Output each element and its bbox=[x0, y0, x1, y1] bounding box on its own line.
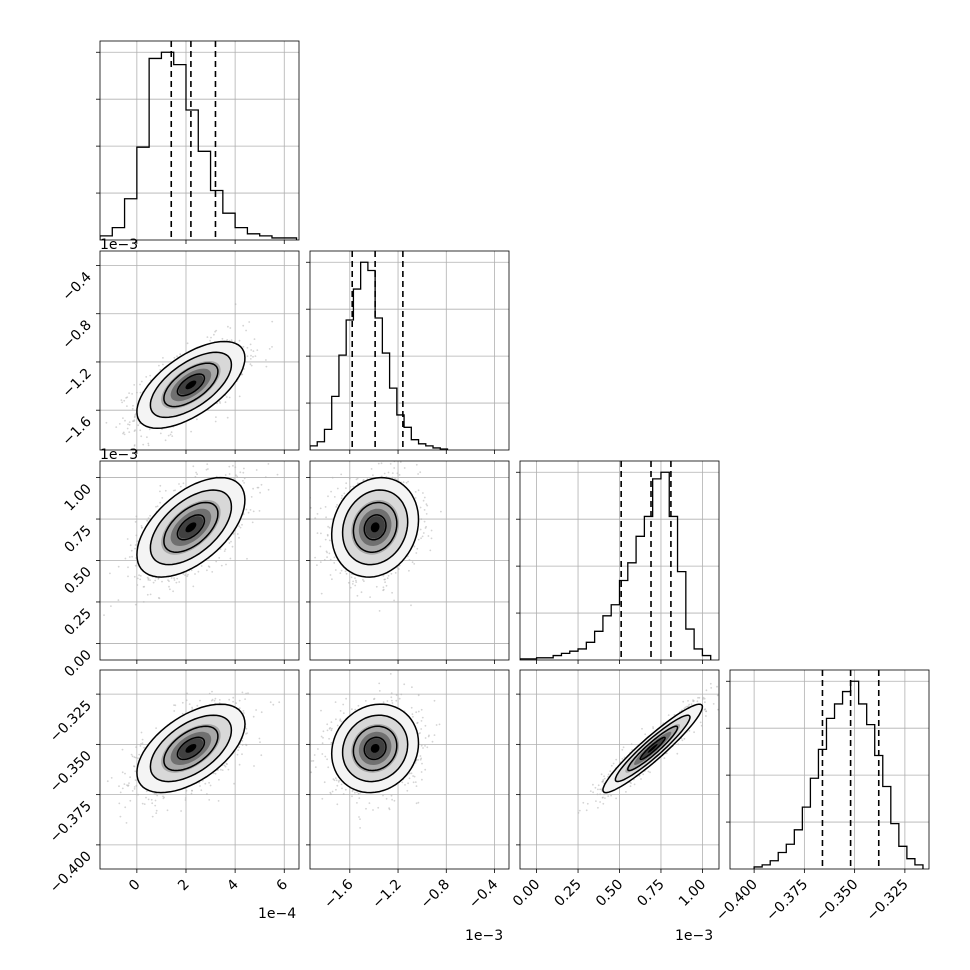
histogram-p0 bbox=[96, 40, 300, 241]
contour-line bbox=[614, 714, 691, 783]
y-tick-label-p1: −1.6 bbox=[59, 414, 94, 449]
contour-line bbox=[639, 736, 666, 761]
panel-border bbox=[729, 669, 930, 870]
contour-line bbox=[176, 514, 206, 541]
histogram-step-p0 bbox=[100, 51, 298, 240]
scatter-p0-p1: −1.6 −1.2 −0.8 −0.4 1e−3 bbox=[59, 237, 300, 454]
y-tick-label-p2: 0.00 bbox=[61, 647, 94, 680]
histogram-step-p2 bbox=[520, 471, 712, 660]
x-tick-label-p0: 0 bbox=[126, 877, 144, 895]
histogram-step-p3 bbox=[753, 680, 924, 869]
panel-border bbox=[99, 40, 300, 241]
contour-line bbox=[363, 736, 387, 761]
contour-line bbox=[149, 714, 233, 783]
contour-line bbox=[341, 489, 409, 566]
x-tick-label-p2: 0.25 bbox=[552, 877, 585, 910]
density-fill bbox=[185, 522, 197, 533]
contour-line bbox=[341, 714, 409, 783]
x-tick-label-p3: −0.400 bbox=[713, 877, 761, 925]
y-tick-label-p2: 0.75 bbox=[61, 523, 94, 556]
contour-line bbox=[330, 476, 420, 578]
y-tick-label-p2: 1.00 bbox=[61, 481, 94, 514]
y-tick-label-p1: −0.4 bbox=[59, 269, 94, 304]
x-tick-label-p2: 0.00 bbox=[510, 877, 543, 910]
contour-line bbox=[136, 703, 246, 794]
x-tick-label-p0: 6 bbox=[273, 876, 291, 894]
contour-line bbox=[627, 725, 679, 772]
contour-line bbox=[363, 514, 387, 541]
y-offset-label-p2: 1e−3 bbox=[100, 447, 138, 463]
x-tick-label-p2: 0.75 bbox=[634, 877, 667, 910]
scatter-p0-p3: −0.400−0.375−0.350−0.325 0 2 4 6 bbox=[47, 669, 300, 896]
y-offset-label-p1: 1e−3 bbox=[100, 237, 138, 253]
contour-line bbox=[149, 351, 233, 419]
x-tick-label-p1: −1.2 bbox=[370, 877, 405, 912]
contour-line bbox=[352, 725, 398, 772]
density-fill bbox=[185, 744, 197, 753]
scatter-p2-p3: 0.00 0.25 0.50 0.75 1.00 bbox=[510, 669, 720, 910]
histogram-p1 bbox=[306, 250, 510, 451]
scatter-p0-p2: 0.00 0.25 0.50 0.75 1.00 1e−3 bbox=[61, 447, 300, 680]
y-tick-label-p3: −0.400 bbox=[47, 848, 95, 896]
histogram-p2 bbox=[516, 460, 720, 661]
x-tick-label-p1: −0.8 bbox=[418, 877, 453, 912]
scatter-p1-p3: −1.6 −1.2 −0.8 −0.4 bbox=[306, 669, 510, 912]
contour-line bbox=[602, 703, 704, 794]
contour-line bbox=[352, 501, 398, 553]
x-tick-label-p0: 4 bbox=[224, 876, 242, 894]
contour-line bbox=[163, 501, 219, 553]
density-fill bbox=[185, 380, 197, 390]
x-tick-label-p2: 0.50 bbox=[593, 877, 626, 910]
contour-line bbox=[176, 736, 206, 761]
x-tick-label-p1: −1.6 bbox=[321, 876, 356, 911]
x-offset-label-p1: 1e−3 bbox=[465, 928, 503, 944]
x-tick-label-p1: −0.4 bbox=[466, 876, 501, 911]
x-tick-label-p2: 1.00 bbox=[676, 877, 709, 910]
contour-line bbox=[163, 725, 219, 772]
density-fill bbox=[370, 744, 380, 753]
y-tick-label-p2: 0.25 bbox=[61, 605, 94, 638]
y-tick-label-p1: −0.8 bbox=[59, 317, 94, 352]
x-tick-label-p0: 2 bbox=[175, 877, 193, 895]
contour-line bbox=[330, 703, 420, 794]
y-tick-label-p3: −0.350 bbox=[47, 748, 95, 796]
y-tick-label-p3: −0.375 bbox=[47, 798, 95, 846]
histogram-p3: −0.400 −0.375 −0.350 −0.325 bbox=[713, 669, 930, 925]
contour-line bbox=[176, 373, 206, 397]
histogram-step-p1 bbox=[310, 261, 449, 450]
x-offset-label-p2: 1e−3 bbox=[675, 928, 713, 944]
contour-line bbox=[136, 476, 246, 578]
scatter-p1-p2 bbox=[306, 460, 510, 664]
contour-line bbox=[163, 362, 219, 408]
density-fill bbox=[647, 744, 658, 753]
x-tick-label-p3: −0.375 bbox=[763, 877, 811, 925]
contour-line bbox=[149, 489, 233, 566]
x-offset-label-p0: 1e−4 bbox=[258, 906, 296, 922]
x-tick-label-p3: −0.325 bbox=[864, 877, 912, 925]
contour-line bbox=[136, 340, 246, 430]
panel-border bbox=[309, 669, 510, 870]
panel-border bbox=[99, 669, 300, 870]
y-tick-label-p1: −1.2 bbox=[59, 365, 94, 400]
x-tick-label-p3: −0.350 bbox=[814, 877, 862, 925]
panel-border bbox=[99, 250, 300, 451]
y-tick-label-p2: 0.50 bbox=[61, 564, 94, 597]
y-tick-label-p3: −0.325 bbox=[47, 698, 95, 746]
density-fill bbox=[370, 522, 380, 533]
panel-border bbox=[309, 250, 510, 451]
